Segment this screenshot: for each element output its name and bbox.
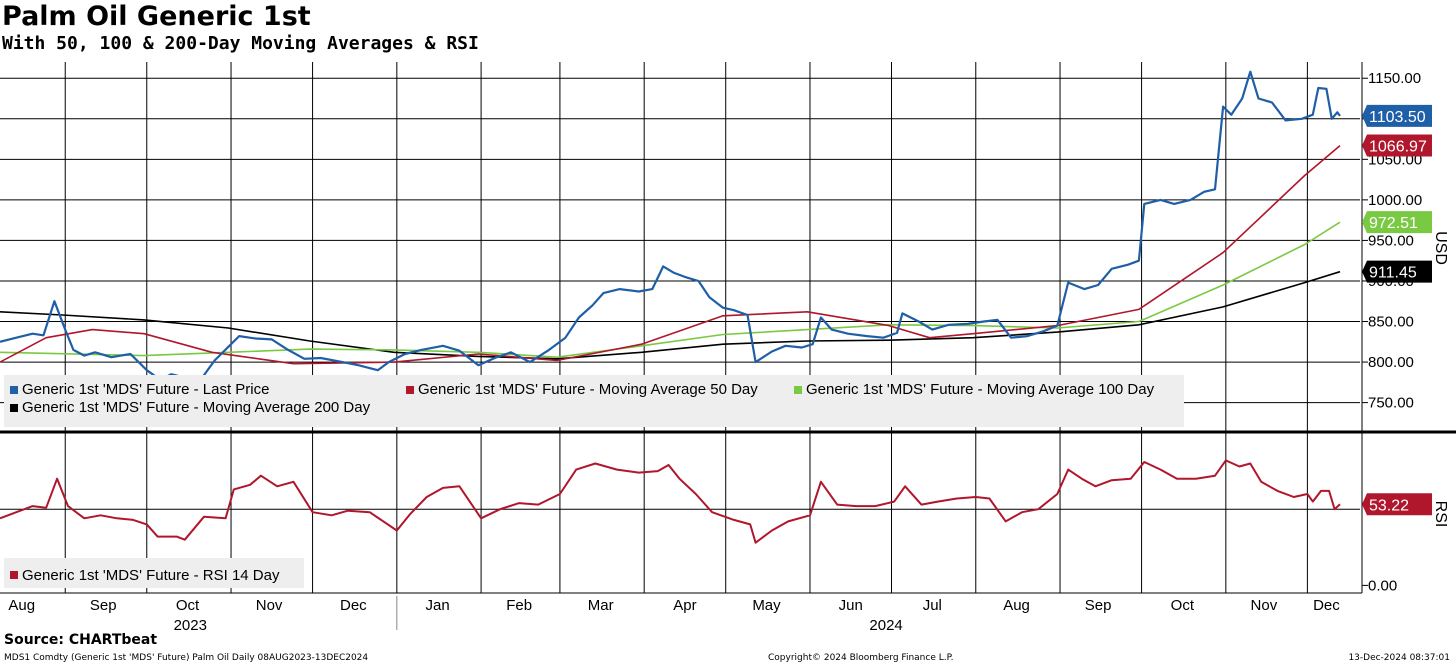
last-value-tag-ma200-bg: [1362, 260, 1432, 283]
last-value-tag-price-text: 1103.50: [1369, 109, 1426, 126]
footer-source: Source: CHARTbeat: [4, 632, 158, 648]
last-value-tag-rsi-bg: [1362, 493, 1432, 516]
legend-label-ma200: Generic 1st 'MDS' Future - Moving Averag…: [22, 399, 371, 416]
last-value-tag-ma100-bg: [1362, 211, 1432, 234]
x-month-label: Sep: [1085, 597, 1112, 614]
x-month-label: Oct: [1171, 597, 1195, 614]
price-ytick-label: 850.00: [1368, 314, 1414, 331]
x-year-label: 2023: [174, 617, 207, 630]
x-month-label: Nov: [1251, 597, 1278, 614]
last-value-tag-ma50: 1066.97: [1362, 134, 1432, 157]
last-value-tag-ma100-text: 972.51: [1369, 215, 1418, 232]
legend-swatch-ma100: [794, 386, 802, 394]
legend-swatch-ma200: [10, 404, 18, 412]
legend-swatch-ma50: [406, 386, 414, 394]
last-value-tag-ma200: 911.45: [1362, 260, 1432, 283]
series-line-ma200: [0, 270, 1341, 360]
last-value-tag-ma200-text: 911.45: [1369, 265, 1417, 282]
series-line-price: [0, 70, 1341, 381]
rsi-ytick-label: 0.00: [1368, 577, 1397, 594]
series-line-ma100: [0, 221, 1341, 358]
last-value-tag-ma50-text: 1066.97: [1369, 139, 1427, 156]
rsi-legend: Generic 1st 'MDS' Future - RSI 14 Day: [4, 558, 304, 588]
x-month-label: Jul: [923, 597, 942, 614]
x-month-label: May: [752, 597, 781, 614]
price-ytick-label: 1150.00: [1368, 70, 1421, 87]
x-month-label: Oct: [176, 597, 200, 614]
x-month-label: Nov: [256, 597, 283, 614]
footer-timestamp: 13-Dec-2024 08:37:01: [1348, 653, 1450, 663]
x-month-label: Dec: [340, 597, 367, 614]
chart-title: Palm Oil Generic 1st: [2, 1, 311, 32]
x-month-label: Apr: [673, 597, 696, 614]
price-ytick-label: 800.00: [1368, 354, 1414, 371]
legend-label-ma50: Generic 1st 'MDS' Future - Moving Averag…: [418, 381, 758, 398]
footer-copyright: Copyright© 2024 Bloomberg Finance L.P.: [768, 653, 954, 663]
legend-label-ma100: Generic 1st 'MDS' Future - Moving Averag…: [806, 381, 1155, 398]
x-month-label: Aug: [8, 597, 35, 614]
last-value-tag-ma50-bg: [1362, 134, 1432, 157]
series-line-ma50: [0, 144, 1341, 365]
x-month-label: Jan: [426, 597, 450, 614]
legend-label-rsi: Generic 1st 'MDS' Future - RSI 14 Day: [22, 567, 280, 584]
x-month-label: Dec: [1313, 597, 1340, 614]
legend-label-price: Generic 1st 'MDS' Future - Last Price: [22, 381, 269, 398]
x-month-label: Sep: [90, 597, 117, 614]
chart-panels: 1150.001100.001050.001000.00950.00900.00…: [0, 62, 1456, 630]
last-value-tag-price: 1103.50: [1362, 104, 1432, 127]
price-legend: Generic 1st 'MDS' Future - Last Price Gen…: [4, 375, 1184, 427]
price-ytick-label: 1000.00: [1368, 192, 1422, 209]
footer-ticker: MDS1 Comdty (Generic 1st 'MDS' Future) P…: [4, 653, 369, 663]
legend-swatch-price: [10, 386, 18, 394]
series-line-rsi: [0, 459, 1341, 544]
price-ytick-label: 750.00: [1368, 395, 1414, 412]
chart-canvas: 1150.001100.001050.001000.00950.00900.00…: [0, 62, 1456, 630]
last-value-tag-rsi-text: 53.22: [1369, 497, 1409, 514]
last-value-tag-ma100: 972.51: [1362, 211, 1432, 234]
x-month-label: Feb: [506, 597, 532, 614]
x-month-label: Jun: [839, 597, 863, 614]
x-month-label: Aug: [1003, 597, 1030, 614]
price-axis-unit-label: USD: [1432, 231, 1449, 265]
x-month-label: Mar: [588, 597, 614, 614]
x-year-label: 2024: [869, 617, 902, 630]
rsi-legend-box: [4, 558, 304, 588]
chart-titles: Palm Oil Generic 1st With 50, 100 & 200-…: [2, 0, 479, 55]
last-value-tag-price-bg: [1362, 104, 1432, 127]
legend-swatch-rsi: [10, 571, 18, 579]
price-legend-box: [4, 375, 1184, 427]
rsi-axis-unit-label: RSI: [1432, 501, 1449, 528]
price-ytick-label: 950.00: [1368, 232, 1414, 249]
last-value-tag-rsi: 53.22: [1362, 493, 1432, 516]
chart-subtitle: With 50, 100 & 200-Day Moving Averages &…: [2, 33, 479, 54]
